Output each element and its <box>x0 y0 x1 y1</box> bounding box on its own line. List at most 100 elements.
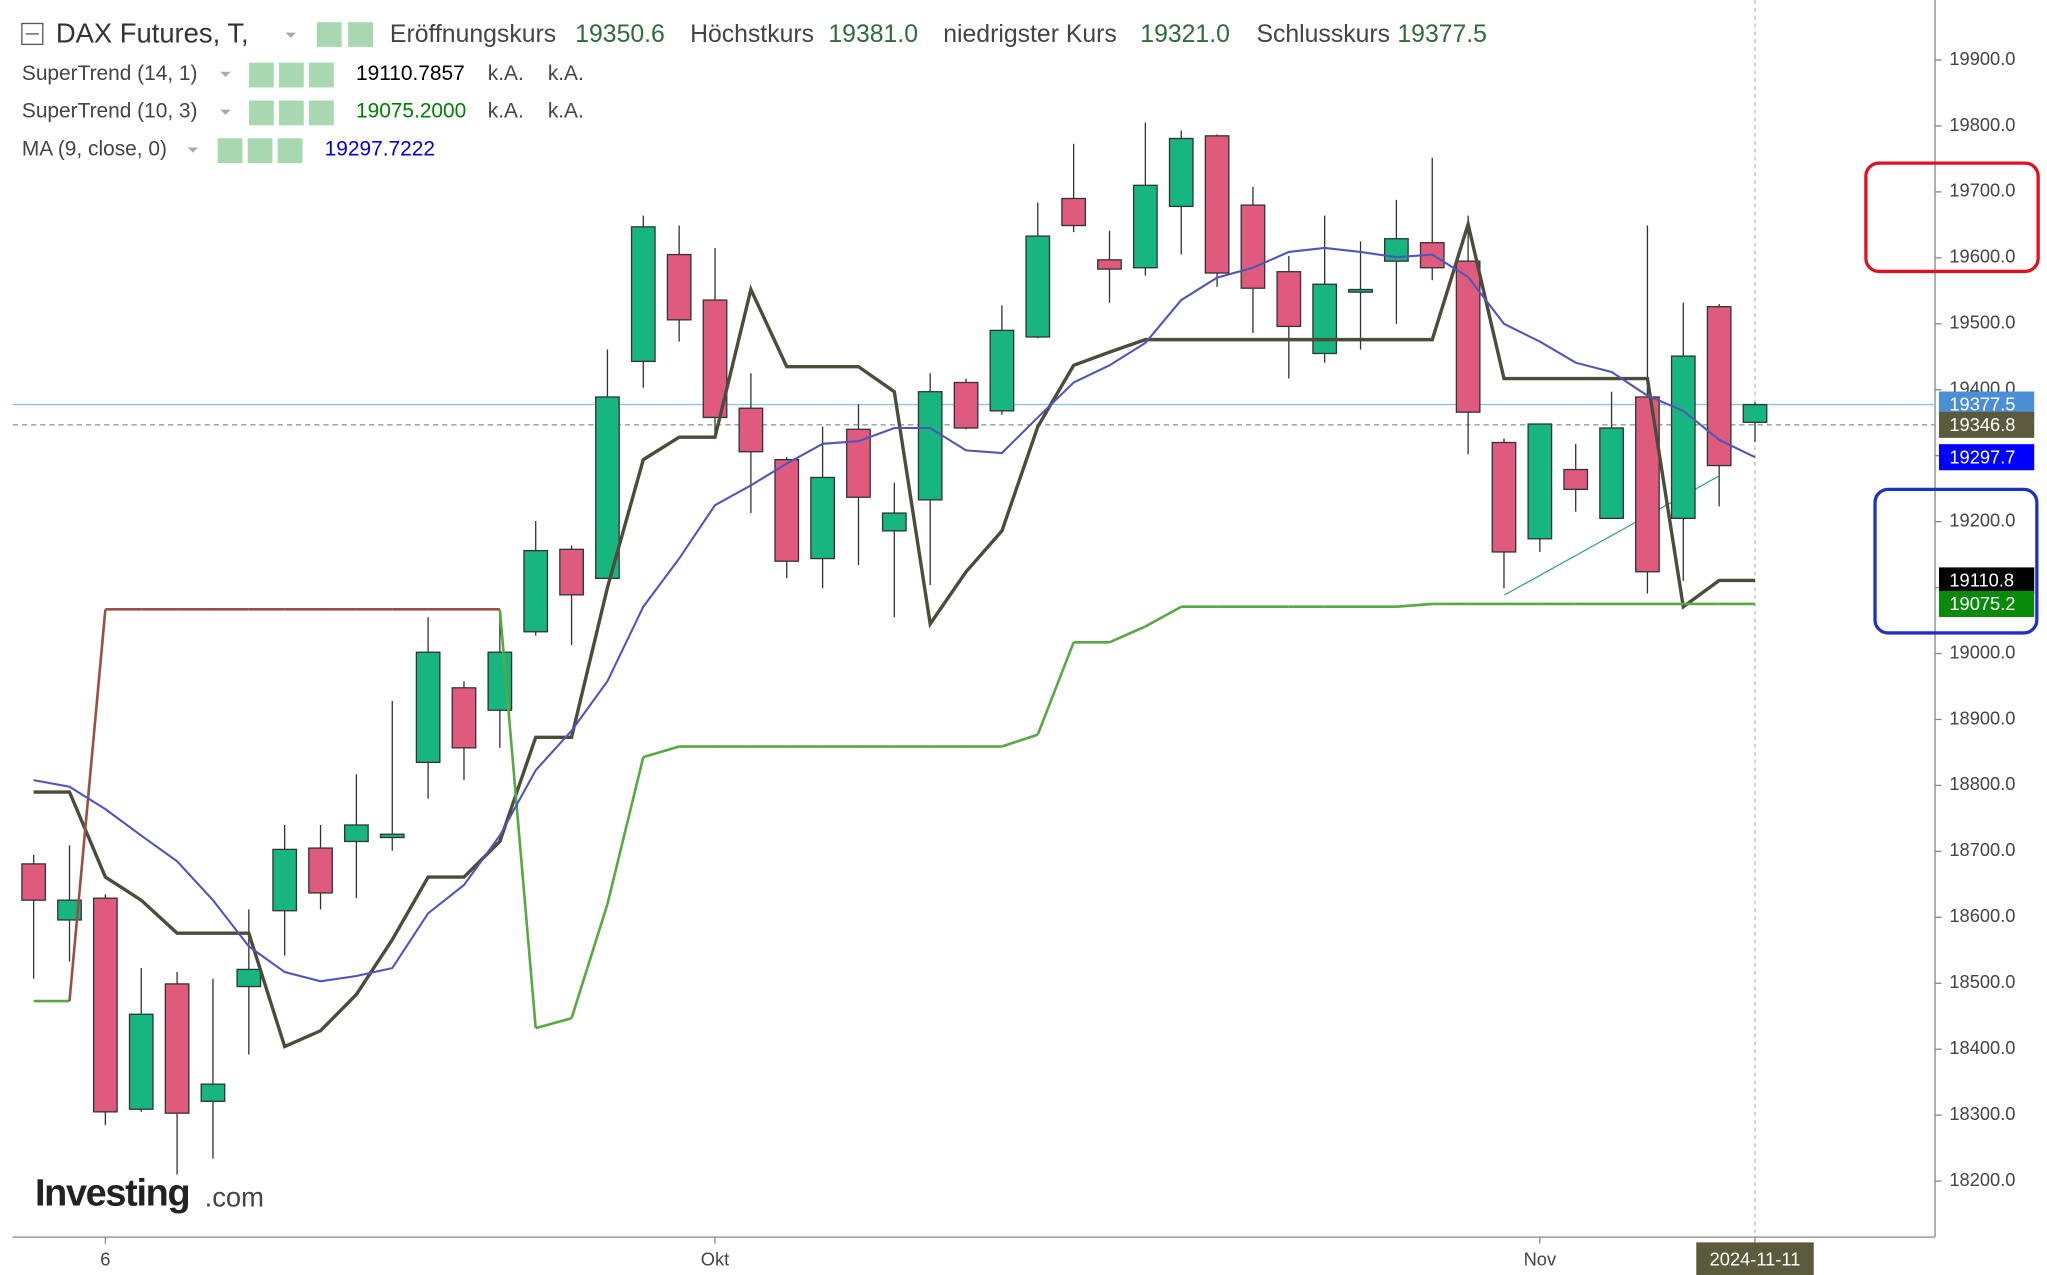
y-tick-label: 18300.0 <box>1949 1103 2015 1124</box>
candle-body <box>57 899 82 921</box>
legend-name: SuperTrend (14, 1) <box>22 62 198 85</box>
legend-value: 19110.7857 <box>356 62 465 85</box>
candle-body <box>1025 235 1051 338</box>
settings-icon[interactable] <box>247 138 273 164</box>
supertrend-line <box>33 217 1756 1049</box>
remove-icon[interactable] <box>309 100 334 126</box>
supertrend-segment <box>498 609 538 1029</box>
remove-icon[interactable] <box>309 62 334 88</box>
candle-body <box>1599 427 1624 519</box>
eye-icon[interactable] <box>217 138 243 164</box>
ma-line <box>33 246 1756 983</box>
dropdown-icon[interactable] <box>187 147 199 153</box>
supertrend-segment <box>1396 602 1433 609</box>
y-tick-label: 19000.0 <box>1949 641 2015 662</box>
legend-extra: k.A. <box>548 100 584 123</box>
candle-body <box>1491 441 1517 553</box>
candle-body <box>1097 259 1122 270</box>
candle-body <box>344 824 369 843</box>
supertrend-segment <box>570 903 609 1019</box>
y-tick-label: 18600.0 <box>1949 905 2015 926</box>
supertrend-segment <box>642 745 680 759</box>
candle-body <box>1670 355 1696 519</box>
x-label-highlight <box>1696 1242 1814 1275</box>
ohlc-value: 19377.5 <box>1397 21 1487 48</box>
supertrend-segment <box>1001 733 1039 748</box>
y-tick-label: 18800.0 <box>1949 773 2015 794</box>
highlight-box <box>1873 487 2039 635</box>
dropdown-icon[interactable] <box>220 71 231 77</box>
candle-body <box>738 407 764 453</box>
y-tick-label: 18700.0 <box>1949 839 2015 860</box>
candle-body <box>164 983 190 1114</box>
candle-body <box>1742 403 1768 423</box>
candle-body <box>1240 204 1266 289</box>
instrument-title: DAX Futures, T, <box>56 17 249 48</box>
legend-name: MA (9, close, 0) <box>22 138 167 161</box>
price-tag-label: 19346.8 <box>1949 414 2015 435</box>
ohlc-label: Höchstkurs <box>690 21 814 48</box>
legend-extra: k.A. <box>488 62 524 85</box>
price-tag <box>1938 444 2035 471</box>
y-tick-label: 18200.0 <box>1949 1169 2015 1190</box>
legend-name: SuperTrend (10, 3) <box>22 100 198 123</box>
y-tick-label: 19200.0 <box>1949 509 2015 530</box>
collapse-icon[interactable] <box>21 22 44 46</box>
candle-body <box>1168 137 1194 208</box>
watermark: .com <box>205 1182 264 1213</box>
y-tick-label: 19800.0 <box>1949 114 2015 135</box>
x-tick-label: 6 <box>100 1248 110 1269</box>
candle-body <box>379 833 405 839</box>
remove-icon[interactable] <box>277 138 303 164</box>
candle-body <box>1276 271 1302 328</box>
candle-body <box>702 299 728 419</box>
eye-icon[interactable] <box>248 100 274 126</box>
candle-body <box>666 253 692 321</box>
price-tag <box>1938 411 2035 438</box>
candle-body <box>1706 305 1732 467</box>
dropdown-icon[interactable] <box>285 32 296 38</box>
supertrend-segment <box>1144 605 1182 628</box>
background <box>3 0 2044 1275</box>
ohlc-label: niedrigster Kurs <box>943 21 1117 48</box>
candle-body <box>1527 423 1553 540</box>
x-tick-label: Okt <box>701 1248 729 1269</box>
price-tag-label: 19377.5 <box>1949 394 2015 415</box>
eye-icon[interactable] <box>316 22 342 47</box>
y-tick-label: 19900.0 <box>1949 48 2015 69</box>
settings-icon[interactable] <box>278 100 304 126</box>
supertrend-segment <box>606 756 645 905</box>
highlight-box <box>1864 161 2040 274</box>
candle-body <box>630 226 656 363</box>
y-tick-label: 19700.0 <box>1949 180 2015 201</box>
y-tick-label: 18900.0 <box>1949 707 2015 728</box>
legend-value: 19075.2000 <box>356 100 466 123</box>
plot <box>12 0 1936 1238</box>
candle-body <box>881 512 907 532</box>
settings-icon[interactable] <box>278 62 304 88</box>
candle-body <box>810 476 836 560</box>
candle-body <box>92 897 118 1113</box>
watermark: Investing <box>35 1172 189 1214</box>
candle-body <box>128 1013 154 1110</box>
candle-body <box>917 391 943 501</box>
eye-icon[interactable] <box>248 62 274 88</box>
ohlc-value: 19321.0 <box>1140 21 1230 48</box>
candle-body <box>595 396 620 580</box>
price-tag <box>1938 567 2035 594</box>
settings-icon[interactable] <box>348 22 373 47</box>
ohlc-value: 19350.6 <box>575 21 665 48</box>
y-tick-label: 18500.0 <box>1949 971 2015 992</box>
dropdown-icon[interactable] <box>220 109 231 115</box>
candle-body <box>1348 288 1373 293</box>
candle-body <box>308 847 333 894</box>
y-tick-label: 19500.0 <box>1949 312 2015 333</box>
ohlc-label: Eröffnungskurs <box>390 21 556 48</box>
y-tick-label: 18400.0 <box>1949 1037 2015 1058</box>
candle-body <box>415 651 441 763</box>
y-tick-label: 19600.0 <box>1949 246 2015 267</box>
supertrend-segment <box>1036 641 1075 736</box>
legend-extra: k.A. <box>548 62 584 85</box>
